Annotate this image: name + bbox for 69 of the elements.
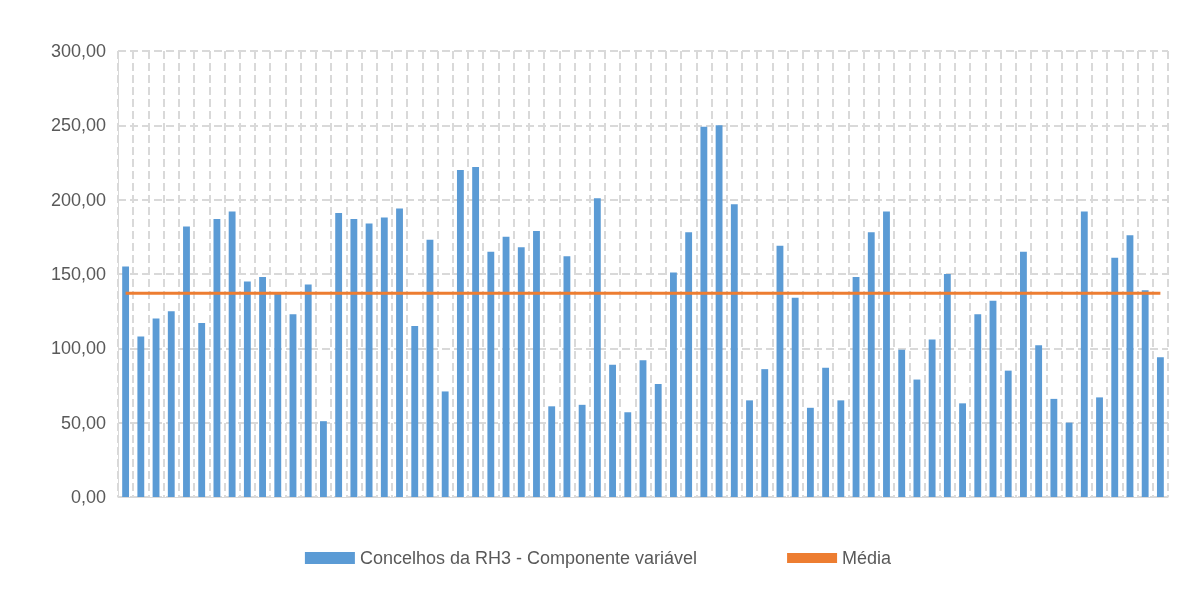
bar [822,367,830,497]
bar [183,226,190,497]
y-tick-label: 200,00 [50,189,106,210]
bar [365,223,373,497]
bar [1004,370,1012,497]
bar [578,404,586,497]
bar [883,211,890,497]
bar [685,232,693,497]
y-tick-label: 100,00 [50,338,106,359]
bar [746,400,753,497]
bar [913,379,921,497]
bar [304,284,312,497]
bar [137,336,145,497]
bar [959,403,966,497]
bar [274,293,282,497]
y-tick-label: 250,00 [50,115,106,136]
bar [228,211,236,497]
bar [243,281,251,497]
bar [411,326,419,497]
bar [670,272,677,497]
bar [1050,398,1058,497]
bar [122,266,130,497]
bar [609,364,616,497]
bar [837,400,845,497]
bar [335,213,343,497]
y-tick-label: 50,00 [60,412,106,433]
bar [350,218,358,497]
bar [259,276,266,497]
y-tick-label: 150,00 [50,264,106,284]
bar [472,166,480,497]
bar [456,169,464,497]
bar [563,256,571,497]
bar [1035,345,1043,497]
bar [593,198,601,497]
bar [1156,357,1164,497]
bar [213,218,221,497]
bar [943,274,951,497]
bar [867,232,875,497]
legend-label: Concelhos da RH3 - Componente variável [359,548,698,568]
y-tick-label: 300,00 [50,41,106,61]
bar [198,323,206,497]
bar [806,407,814,497]
bar [1065,422,1073,497]
bar [1020,251,1027,497]
bar [1096,397,1103,497]
y-tick-label: 0,00 [70,487,106,507]
bar [928,339,936,497]
bar [730,204,738,497]
legend-label: Média [842,548,893,568]
bar [380,217,388,497]
bar [1080,211,1088,497]
bar [1141,290,1149,497]
bar [898,349,906,497]
bar [715,125,723,497]
bar [396,208,403,497]
bar [167,311,175,497]
bar [791,297,799,497]
bar [487,251,495,497]
bar [548,406,556,497]
bar [320,421,327,497]
bar [533,230,540,497]
bar [517,247,525,497]
bar [624,412,632,497]
bar [700,126,708,497]
bar [761,369,769,497]
bar [1111,257,1119,497]
bar [654,384,662,497]
bar [441,391,449,497]
bar [974,314,982,497]
